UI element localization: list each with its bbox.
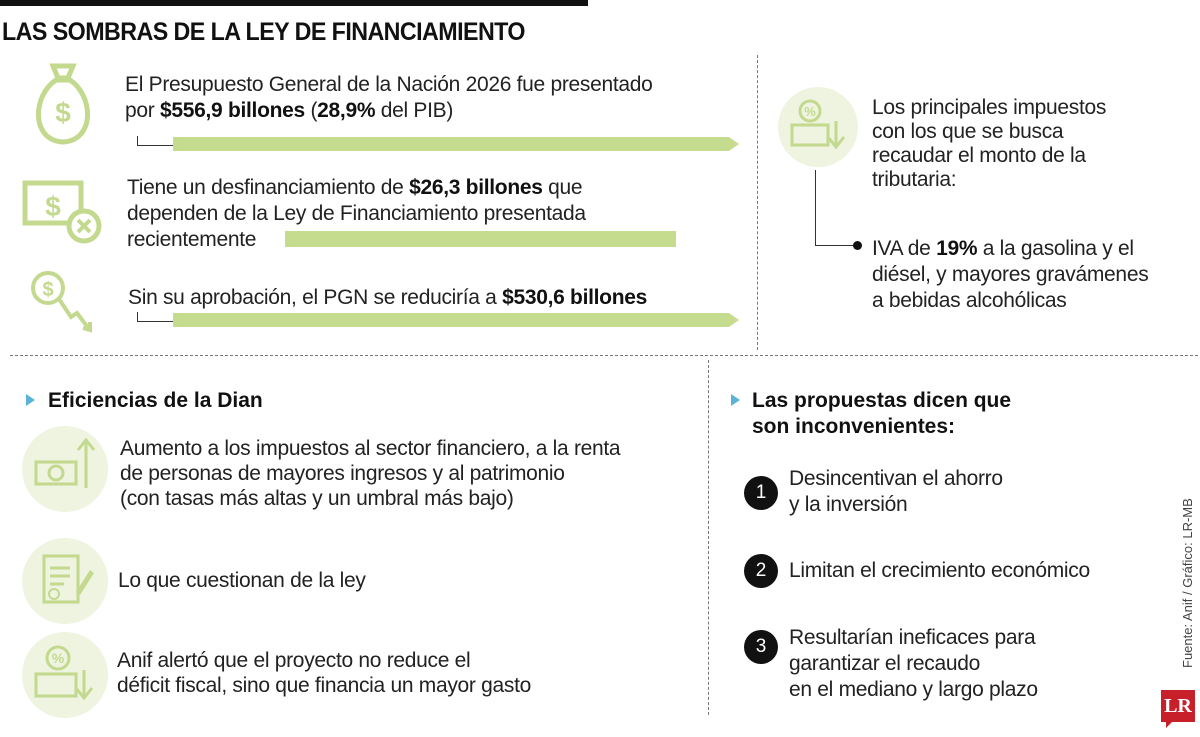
svg-text:%: % <box>52 650 65 666</box>
propuestas-heading: Las propuestas dicen que son inconvenient… <box>752 389 1012 438</box>
percent-money-down-icon: % <box>778 87 858 167</box>
dian-item: Anif alertó que el proyecto no reduce el… <box>117 649 531 697</box>
bracket-connector <box>137 136 173 146</box>
magnifier-down-icon: $ <box>31 271 92 333</box>
section-marker <box>731 394 740 406</box>
iva-bullet: IVA de 19% a la gasolina y el diésel, y … <box>872 237 1149 312</box>
banknote-cancel-icon: $ <box>22 180 102 244</box>
number-badge: 1 <box>744 476 778 510</box>
dian-item: Aumento a los impuestos al sector financ… <box>120 437 621 510</box>
propuesta-item: Resultarían ineficaces para garantizar el… <box>789 626 1038 701</box>
reduction-bar <box>173 313 729 327</box>
svg-text:%: % <box>804 104 816 119</box>
number-badge: 3 <box>744 630 778 664</box>
deficit-text: Tiene un desfinanciamiento de $26,3 bill… <box>127 176 586 251</box>
deficit-bar <box>285 231 676 247</box>
number-badge: 2 <box>744 554 778 588</box>
budget-text: El Presupuesto General de la Nación 2026… <box>125 73 653 122</box>
dian-item: Lo que cuestionan de la ley <box>118 569 366 592</box>
reduction-text: Sin su aprobación, el PGN se reduciría a… <box>128 286 647 309</box>
svg-text:$: $ <box>55 97 71 128</box>
budget-bar <box>173 137 729 151</box>
connector-line <box>815 170 857 246</box>
document-check-icon <box>22 538 108 624</box>
bar-arrow <box>729 137 739 151</box>
lr-logo: LR <box>1161 690 1195 722</box>
logo-tail <box>1166 722 1172 728</box>
propuesta-item: Desincentivan el ahorro y la inversión <box>789 467 1003 516</box>
propuesta-item: Limitan el crecimiento económico <box>789 559 1090 582</box>
page-title: LAS SOMBRAS DE LA LEY DE FINANCIAMIENTO <box>2 18 525 46</box>
vertical-divider <box>708 360 709 715</box>
dian-heading: Eficiencias de la Dian <box>48 389 263 412</box>
bracket-connector <box>137 312 173 322</box>
source-credit: Fuente: Anif / Gráfico: LR-MB <box>1180 498 1195 668</box>
top-rule <box>0 0 588 6</box>
money-up-icon <box>22 426 108 512</box>
taxes-intro: Los principales impuestos con los que se … <box>872 96 1107 191</box>
svg-text:$: $ <box>42 279 53 301</box>
vertical-divider <box>757 55 758 350</box>
money-bag-icon: $ <box>36 63 90 145</box>
horizontal-divider <box>10 355 1198 356</box>
bullet-dot <box>853 241 862 250</box>
svg-text:$: $ <box>45 191 61 222</box>
bar-arrow <box>729 313 739 327</box>
section-marker <box>26 394 35 406</box>
percent-money-down-icon: % <box>22 632 108 718</box>
